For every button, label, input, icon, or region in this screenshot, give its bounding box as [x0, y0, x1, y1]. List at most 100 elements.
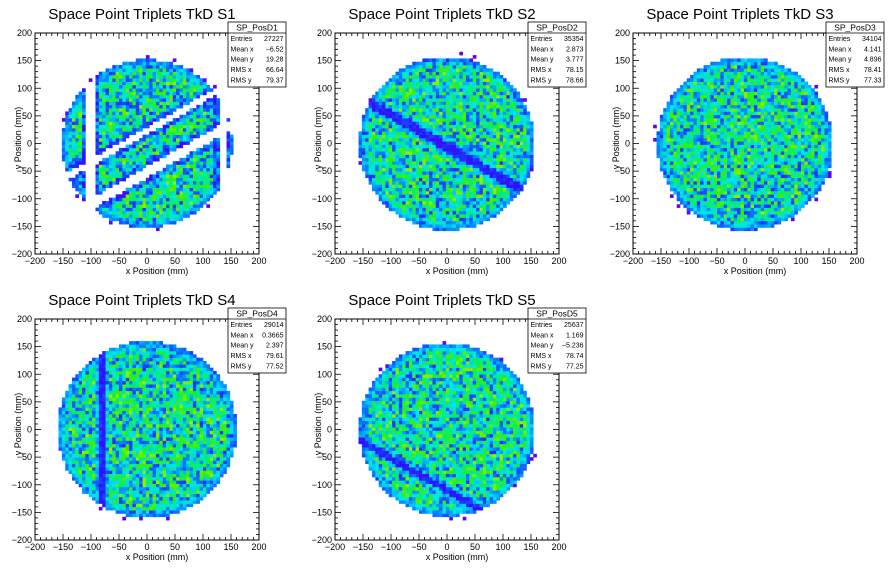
- heatmap-cell: [459, 194, 463, 198]
- heatmap-cell: [486, 187, 490, 192]
- heatmap-cell: [449, 91, 453, 96]
- heatmap-cell: [439, 137, 443, 142]
- heatmap-cell: [408, 184, 413, 188]
- heatmap-cell: [405, 124, 410, 129]
- heatmap-cell: [196, 174, 200, 179]
- heatmap-cell: [199, 191, 204, 195]
- heatmap-cell: [459, 108, 463, 112]
- heatmap-cell: [486, 167, 490, 172]
- heatmap-cell: [105, 78, 110, 82]
- heatmap-cell: [442, 81, 447, 86]
- heatmap-cell: [439, 104, 443, 109]
- heatmap-cell: [680, 91, 684, 96]
- heatmap-cell: [720, 134, 725, 139]
- heatmap-cell: [690, 191, 694, 195]
- heatmap-cell: [720, 197, 725, 202]
- heatmap-cell: [455, 104, 460, 109]
- heatmap-cell: [459, 131, 463, 135]
- heatmap-cell: [135, 78, 140, 82]
- heatmap-cell: [192, 207, 197, 212]
- heatmap-cell: [720, 78, 725, 82]
- heatmap-cell: [186, 111, 190, 116]
- heatmap-cell: [717, 197, 721, 202]
- heatmap-cell: [425, 177, 430, 182]
- heatmap-cell: [462, 187, 467, 192]
- heatmap-cell: [155, 101, 160, 106]
- heatmap-cell: [179, 131, 184, 135]
- heatmap-cell: [700, 78, 704, 82]
- heatmap-cell: [442, 101, 447, 106]
- heatmap-cell: [398, 91, 403, 96]
- heatmap-cell: [419, 61, 423, 66]
- heatmap-cell: [108, 181, 113, 185]
- heatmap-cell: [172, 217, 177, 222]
- heatmap-cell: [499, 184, 504, 188]
- heatmap-cell: [482, 184, 487, 188]
- heatmap-cell: [122, 128, 127, 132]
- heatmap-cell: [145, 200, 150, 205]
- heatmap-cell: [506, 114, 511, 119]
- heatmap-cell: [395, 157, 400, 162]
- heatmap-cell: [680, 104, 684, 109]
- heatmap-cell: [395, 200, 400, 205]
- heatmap-cell: [162, 91, 167, 96]
- heatmap-cell: [452, 144, 457, 149]
- heatmap-cell: [503, 118, 507, 122]
- heatmap-cell: [489, 131, 494, 135]
- heatmap-cell: [439, 128, 443, 132]
- heatmap-cell: [713, 147, 718, 152]
- heatmap-cell: [529, 128, 534, 132]
- heatmap-cell: [503, 121, 507, 126]
- heatmap-cell: [119, 101, 123, 106]
- heatmap-cell: [368, 144, 373, 149]
- heatmap-cell: [176, 134, 180, 139]
- heatmap-cell: [209, 88, 214, 92]
- heatmap-cell: [455, 207, 460, 212]
- heatmap-cell: [142, 74, 147, 79]
- heatmap-cell: [439, 217, 443, 222]
- heatmap-cell: [513, 134, 517, 139]
- heatmap-cell: [435, 141, 440, 145]
- heatmap-cell: [145, 124, 150, 129]
- heatmap-cell: [706, 210, 711, 215]
- heatmap-cell: [196, 78, 200, 82]
- heatmap-cell: [713, 187, 718, 192]
- heatmap-cell: [513, 164, 517, 169]
- heatmap-cell: [119, 118, 123, 122]
- heatmap-cell: [442, 94, 447, 99]
- heatmap-cell: [486, 74, 490, 79]
- heatmap-cell: [186, 164, 190, 169]
- heatmap-cell: [659, 114, 664, 119]
- heatmap-cell: [720, 111, 725, 116]
- heatmap-cell: [425, 184, 430, 188]
- heatmap-cell: [152, 141, 157, 145]
- heatmap-cell: [686, 161, 691, 165]
- heatmap-cell: [122, 154, 127, 159]
- heatmap-cell: [489, 114, 494, 119]
- heatmap-cell: [455, 134, 460, 139]
- heatmap-cell: [419, 157, 423, 162]
- heatmap-cell: [439, 131, 443, 135]
- heatmap-cell: [459, 74, 463, 79]
- heatmap-cell: [717, 98, 721, 102]
- heatmap-cell: [445, 191, 450, 195]
- heatmap-cell: [449, 88, 453, 92]
- heatmap-cell: [176, 68, 180, 72]
- heatmap-cell: [683, 157, 688, 162]
- heatmap-cell: [392, 177, 396, 182]
- heatmap-cell: [472, 98, 477, 102]
- heatmap-cell: [142, 191, 147, 195]
- heatmap-cell: [405, 217, 410, 222]
- x-tick-label: 0: [144, 256, 149, 266]
- heatmap-cell: [459, 224, 463, 228]
- heatmap-cell: [115, 108, 120, 112]
- heatmap-cell: [690, 144, 694, 149]
- heatmap-cell: [142, 144, 147, 149]
- heatmap-cell: [159, 134, 163, 139]
- heatmap-cell: [509, 141, 514, 145]
- heatmap-cell: [472, 220, 477, 225]
- heatmap-cell: [435, 184, 440, 188]
- heatmap-cell: [720, 207, 725, 212]
- heatmap-cell: [717, 207, 721, 212]
- heatmap-cell: [492, 204, 497, 208]
